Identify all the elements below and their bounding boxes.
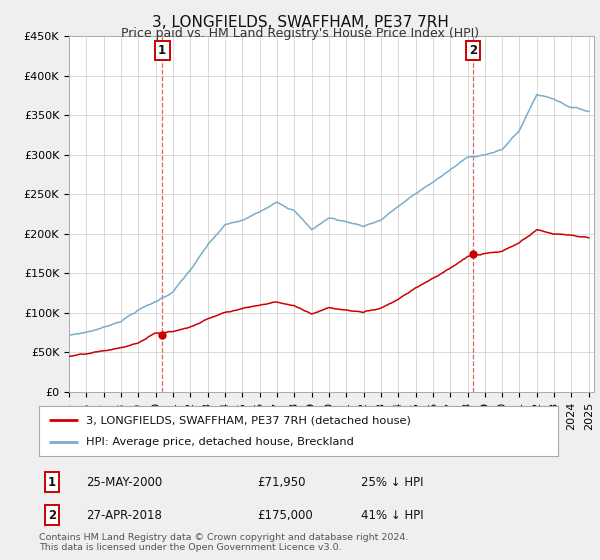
Text: Price paid vs. HM Land Registry's House Price Index (HPI): Price paid vs. HM Land Registry's House …	[121, 27, 479, 40]
Text: 3, LONGFIELDS, SWAFFHAM, PE37 7RH (detached house): 3, LONGFIELDS, SWAFFHAM, PE37 7RH (detac…	[86, 415, 410, 425]
Text: £175,000: £175,000	[257, 508, 313, 521]
Text: 1: 1	[48, 475, 56, 489]
Text: This data is licensed under the Open Government Licence v3.0.: This data is licensed under the Open Gov…	[39, 543, 341, 552]
Text: £71,950: £71,950	[257, 475, 305, 489]
Text: 27-APR-2018: 27-APR-2018	[86, 508, 161, 521]
Text: 25% ↓ HPI: 25% ↓ HPI	[361, 475, 423, 489]
Text: 2: 2	[48, 508, 56, 521]
Text: Contains HM Land Registry data © Crown copyright and database right 2024.: Contains HM Land Registry data © Crown c…	[39, 533, 409, 542]
Text: 2: 2	[469, 44, 477, 57]
Text: 3, LONGFIELDS, SWAFFHAM, PE37 7RH: 3, LONGFIELDS, SWAFFHAM, PE37 7RH	[152, 15, 448, 30]
Text: HPI: Average price, detached house, Breckland: HPI: Average price, detached house, Brec…	[86, 437, 353, 447]
Text: 1: 1	[158, 44, 166, 57]
Text: 25-MAY-2000: 25-MAY-2000	[86, 475, 162, 489]
Text: 41% ↓ HPI: 41% ↓ HPI	[361, 508, 424, 521]
